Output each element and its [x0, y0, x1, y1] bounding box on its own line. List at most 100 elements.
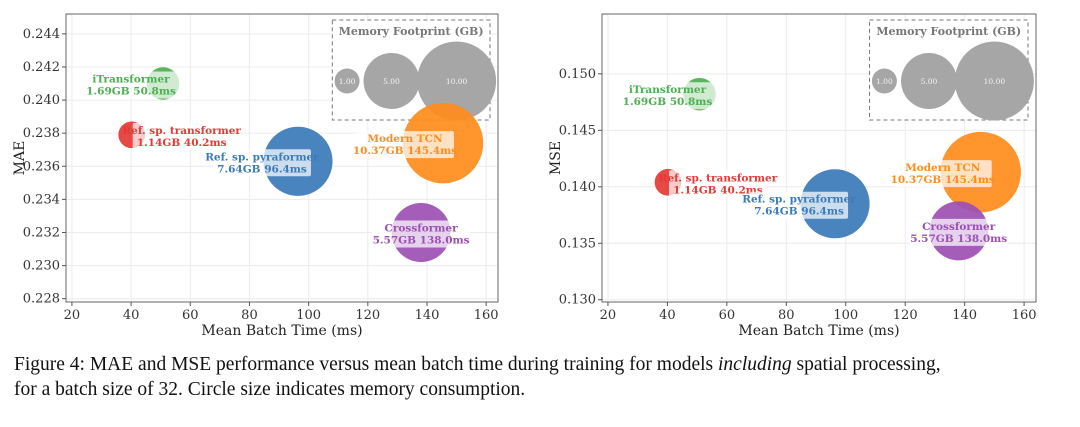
chart-mse: Memory Footprint (GB) 1.00 5.00 10.00 iTrans… [548, 13, 1037, 339]
memory-legend: Memory Footprint (GB) 1.00 5.00 10.00 [331, 19, 497, 121]
x-tick-label: 160 [474, 308, 499, 323]
caption-line-1-post: spatial processing, [791, 354, 941, 375]
plot-frame [65, 13, 499, 303]
y-tick-label: 0.242 [23, 60, 60, 75]
legend-size-label: 1.00 [876, 77, 893, 86]
legend-size-label: 5.00 [383, 77, 400, 86]
bubble-label-name: Ref. sp. pyraformer [205, 151, 319, 163]
y-tick-label: 0.234 [23, 192, 60, 207]
x-tick-label: 120 [893, 308, 918, 323]
y-tick-label: 0.228 [23, 292, 60, 307]
bubble-label-stats: 10.37GB 145.4ms [353, 145, 457, 157]
y-tick-label: 0.140 [559, 180, 596, 195]
figure-caption: Figure 4: MAE and MSE performance versus… [14, 352, 1074, 402]
bubble-label-backdrop [372, 220, 471, 248]
y-tick-label: 0.236 [23, 159, 60, 174]
bubble-label-stats: 1.14GB 40.2ms [137, 137, 227, 149]
legend-size-label: 1.00 [339, 77, 356, 86]
bubble-label-backdrop [355, 131, 454, 159]
x-tick-label: 100 [833, 308, 858, 323]
x-tick-label: 20 [600, 308, 617, 323]
legend-size-circle [363, 53, 420, 109]
legend-size-label: 5.00 [921, 77, 938, 86]
bubble-label-name: Ref. sp. transformer [659, 172, 778, 184]
bubble-label-backdrop [132, 122, 231, 150]
bubble-label-name: iTransformer [92, 74, 170, 86]
bubble-label-name: Ref. sp. transformer [122, 125, 241, 137]
x-tick-label: 60 [182, 308, 199, 323]
legend-size-circle [901, 53, 957, 109]
legend-size-circle [871, 68, 897, 94]
legend-size-label: 10.00 [446, 77, 468, 86]
caption-emphasis: including [718, 354, 792, 375]
y-axis-label: MAE [12, 141, 28, 176]
caption-line-2: for a batch size of 32. Circle size indi… [14, 379, 526, 400]
y-tick-label: 0.150 [559, 67, 596, 82]
memory-legend: Memory Footprint (GB) 1.00 5.00 10.00 [869, 19, 1034, 121]
bubble-label-stats: 10.37GB 145.4ms [891, 174, 995, 186]
x-tick-label: 100 [296, 308, 321, 323]
bubble-label-backdrop [618, 82, 717, 110]
bubble-label-stats: 1.69GB 50.8ms [86, 86, 176, 98]
legend-size-circle [954, 41, 1034, 121]
bubble-label-stats: 7.64GB 96.4ms [217, 163, 307, 175]
bubble-label-name: Ref. sp. pyraformer [742, 194, 856, 206]
bubble-label-stats: 1.14GB 40.2ms [673, 184, 763, 196]
bubble-label-name: iTransformer [629, 84, 707, 96]
bubble-label-name: Modern TCN [905, 162, 981, 174]
x-tick-label: 160 [1012, 308, 1037, 323]
y-tick-label: 0.130 [559, 293, 596, 308]
legend-title: Memory Footprint (GB) [339, 25, 484, 38]
x-tick-label: 60 [719, 308, 736, 323]
y-tick-label: 0.230 [23, 259, 60, 274]
legend-size-label: 10.00 [984, 77, 1006, 86]
x-axis-label: Mean Batch Time (ms) [738, 323, 899, 339]
legend-title: Memory Footprint (GB) [876, 25, 1021, 38]
bubble-label-name: Crossformer [922, 221, 996, 233]
y-tick-label: 0.240 [23, 93, 60, 108]
bubble-label-name: Modern TCN [367, 133, 443, 145]
y-tick-label: 0.145 [559, 123, 596, 138]
bubble-label-stats: 1.69GB 50.8ms [623, 96, 713, 108]
x-tick-label: 80 [241, 308, 258, 323]
bubble-label-backdrop [909, 218, 1008, 246]
legend-size-circle [417, 41, 497, 121]
x-tick-label: 40 [123, 308, 140, 323]
bubble-label-name: Crossformer [385, 222, 459, 234]
x-tick-label: 80 [778, 308, 795, 323]
bubble-label-backdrop [212, 149, 311, 177]
legend-size-circle [334, 68, 360, 94]
bubble-label-backdrop [893, 160, 992, 188]
x-tick-label: 40 [659, 308, 676, 323]
plot-frame [601, 13, 1037, 303]
caption-line-1: Figure 4: MAE and MSE performance versus… [14, 352, 1074, 377]
x-tick-label: 20 [64, 308, 81, 323]
bubble-label-backdrop [82, 71, 181, 99]
bubble-label-stats: 7.64GB 96.4ms [754, 206, 844, 218]
bubble-label-backdrop [750, 191, 849, 219]
x-tick-label: 140 [952, 308, 977, 323]
y-tick-label: 0.244 [23, 27, 60, 42]
y-tick-label: 0.232 [23, 225, 60, 240]
bubble-label-stats: 5.57GB 138.0ms [910, 233, 1007, 245]
x-axis-label: Mean Batch Time (ms) [201, 323, 362, 339]
y-axis-label: MSE [548, 141, 564, 175]
bubble-label-stats: 5.57GB 138.0ms [373, 234, 470, 246]
bubble-label-backdrop [668, 170, 767, 198]
y-tick-label: 0.238 [23, 126, 60, 141]
chart-mae: Memory Footprint (GB) 1.00 5.00 10.00 iTrans… [12, 13, 499, 339]
x-tick-label: 120 [355, 308, 380, 323]
x-tick-label: 140 [415, 308, 440, 323]
y-tick-label: 0.135 [559, 236, 596, 251]
